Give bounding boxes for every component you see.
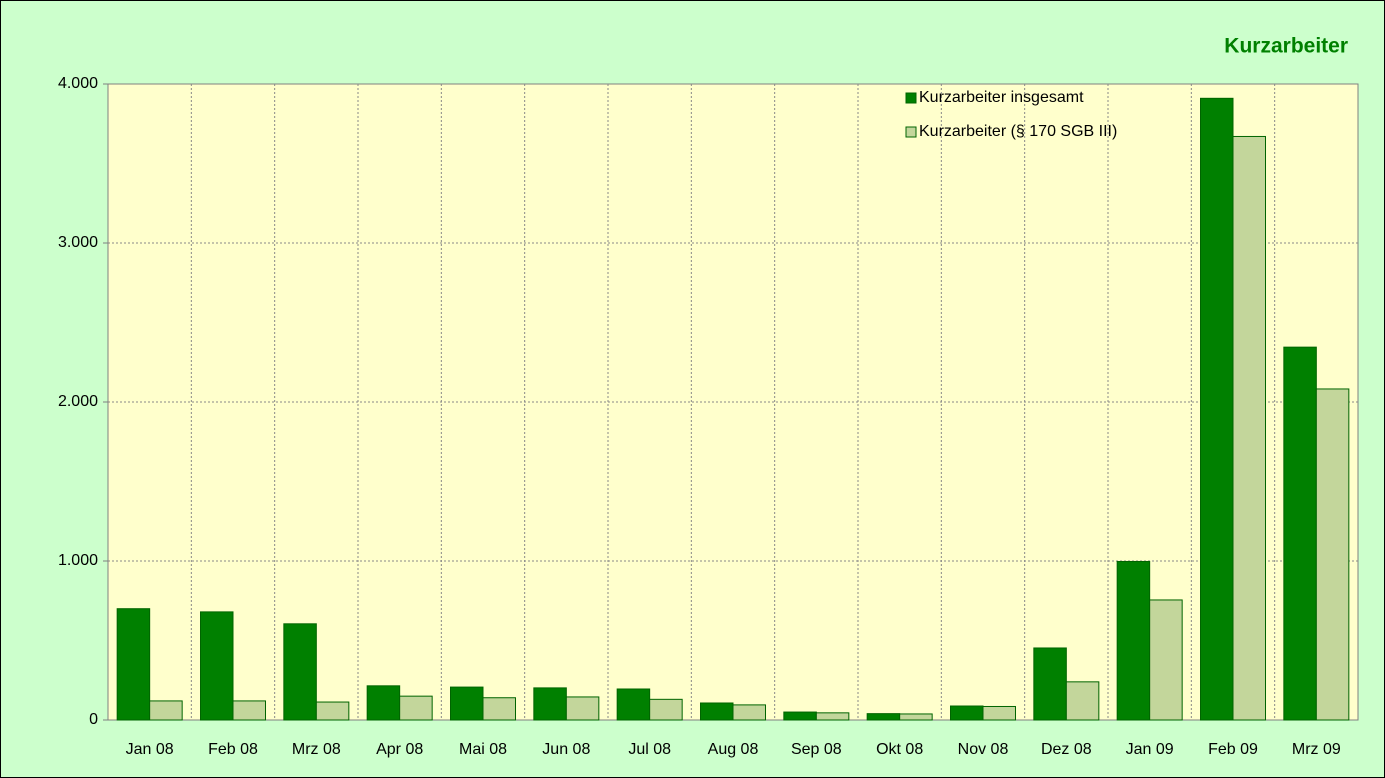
x-tick-label: Nov 08 — [958, 741, 1009, 758]
x-tick-label: Apr 08 — [376, 741, 423, 758]
bar — [399, 695, 433, 721]
x-tick-label: Jan 09 — [1126, 741, 1174, 758]
bar — [866, 713, 901, 721]
bar — [450, 686, 484, 721]
bar — [982, 705, 1016, 721]
x-tick-label: Jun 08 — [542, 741, 590, 758]
bar — [283, 623, 317, 721]
x-tick-label: Feb 09 — [1208, 741, 1258, 758]
bar — [1033, 647, 1067, 721]
bar — [1149, 599, 1183, 721]
y-tick-label: 1.000 — [58, 552, 98, 569]
y-tick-label: 2.000 — [58, 393, 98, 410]
bar — [482, 697, 516, 721]
legend-swatch — [905, 126, 917, 138]
bar — [1315, 388, 1350, 721]
x-tick-label: Aug 08 — [708, 741, 759, 758]
bar — [315, 701, 350, 721]
bar — [1065, 681, 1100, 721]
bar — [1283, 346, 1317, 721]
bar — [149, 700, 183, 721]
legend-swatch — [905, 92, 917, 104]
bar — [616, 688, 651, 721]
chart-title: Kurzarbeiter — [1224, 35, 1348, 58]
x-tick-label: Mai 08 — [459, 741, 507, 758]
legend-label: Kurzarbeiter insgesamt — [919, 89, 1084, 106]
bar — [116, 608, 151, 721]
bar — [1232, 135, 1266, 721]
bar — [732, 704, 766, 721]
x-tick-label: Dez 08 — [1041, 741, 1092, 758]
y-tick-label: 4.000 — [58, 75, 98, 92]
legend-label: Kurzarbeiter (§ 170 SGB III) — [919, 123, 1117, 140]
x-tick-label: Okt 08 — [876, 741, 923, 758]
bar — [232, 700, 266, 721]
y-tick-label: 0 — [89, 711, 98, 728]
bar — [366, 685, 401, 721]
bar — [1200, 97, 1234, 721]
bar — [200, 611, 234, 721]
bar — [783, 711, 817, 721]
bar — [700, 702, 734, 721]
x-tick-label: Jul 08 — [628, 741, 671, 758]
x-tick-label: Jan 08 — [126, 741, 174, 758]
x-tick-label: Feb 08 — [208, 741, 258, 758]
bar — [815, 712, 850, 721]
x-tick-label: Mrz 08 — [292, 741, 341, 758]
bar — [1116, 560, 1151, 721]
bar — [533, 687, 567, 721]
bar — [649, 698, 683, 721]
y-tick-label: 3.000 — [58, 234, 98, 251]
bar — [565, 696, 600, 721]
bar — [899, 713, 933, 721]
bar — [950, 705, 984, 721]
x-tick-label: Mrz 09 — [1292, 741, 1341, 758]
x-tick-label: Sep 08 — [791, 741, 842, 758]
